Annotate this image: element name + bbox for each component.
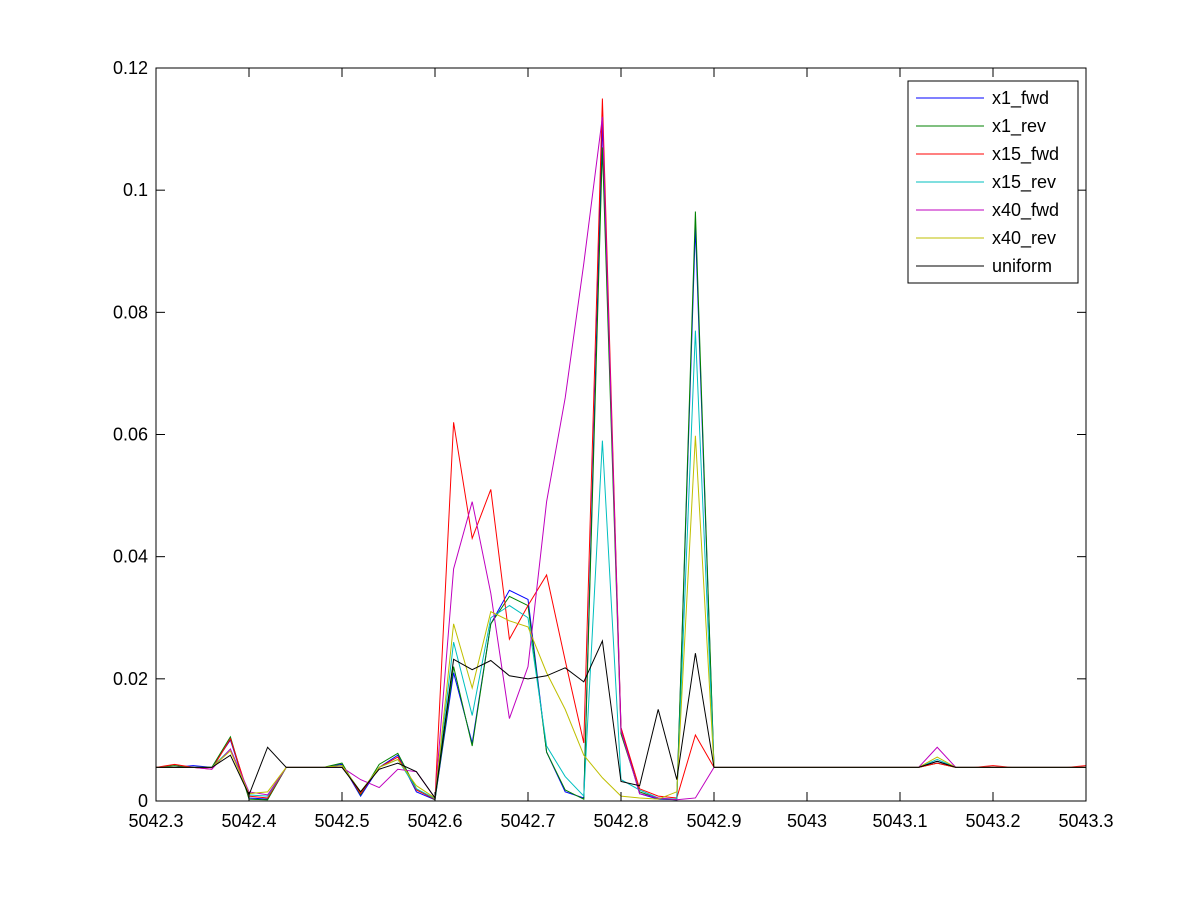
x-tick-label: 5043 (787, 811, 827, 831)
x-tick-label: 5043.1 (872, 811, 927, 831)
y-tick-label: 0 (138, 791, 148, 811)
series-line-uniform (156, 639, 1086, 800)
x-tick-label: 5042.7 (500, 811, 555, 831)
x-tick-label: 5042.8 (593, 811, 648, 831)
x-tick-label: 5042.4 (221, 811, 276, 831)
legend-label-x40_fwd: x40_fwd (992, 200, 1059, 221)
x-tick-label: 5042.6 (407, 811, 462, 831)
legend-label-uniform: uniform (992, 256, 1052, 276)
legend-label-x1_fwd: x1_fwd (992, 88, 1049, 109)
x-tick-label: 5042.5 (314, 811, 369, 831)
legend: x1_fwd x1_rev x15_fwd x15_rev x40_fwd x40_rev… (907, 80, 1079, 284)
legend-label-x40_rev: x40_rev (992, 228, 1056, 249)
legend-label-x15_fwd: x15_fwd (992, 144, 1059, 165)
legend-label-x15_rev: x15_rev (992, 172, 1056, 193)
y-tick-label: 0.04 (113, 547, 148, 567)
x-tick-label: 5043.2 (965, 811, 1020, 831)
y-tick-label: 0.02 (113, 669, 148, 689)
x-tick-label: 5042.3 (128, 811, 183, 831)
x-tick-label: 5043.3 (1058, 811, 1113, 831)
axes-layer: 5042.3 5042.4 5042.5 5042.6 5042.7 5042.8 5042… (113, 58, 1114, 831)
y-tick-label: 0.06 (113, 425, 148, 445)
y-tick-label: 0.08 (113, 302, 148, 322)
y-tick-label: 0.12 (113, 58, 148, 78)
x-tick-label: 5042.9 (686, 811, 741, 831)
y-tick-label: 0.1 (123, 180, 148, 200)
legend-label-x1_rev: x1_rev (992, 116, 1046, 137)
